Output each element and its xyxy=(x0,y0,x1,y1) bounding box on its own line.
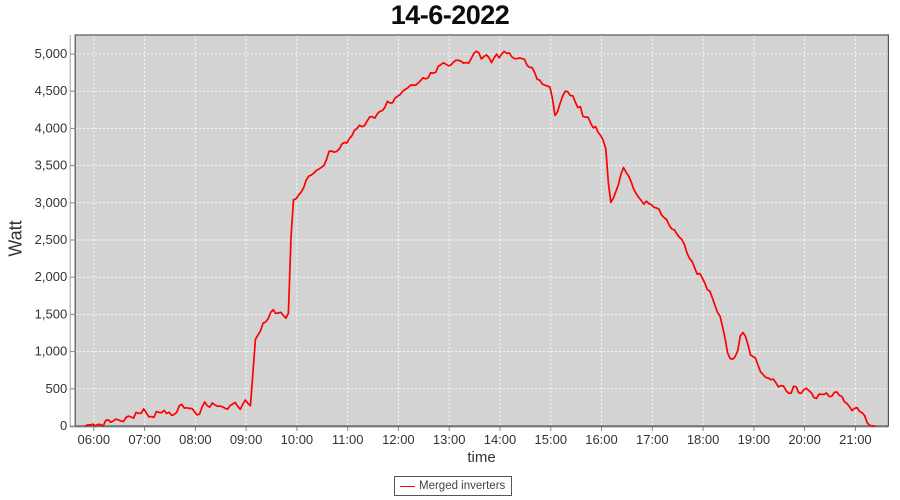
svg-text:19:00: 19:00 xyxy=(738,432,771,447)
svg-text:12:00: 12:00 xyxy=(382,432,415,447)
svg-text:11:00: 11:00 xyxy=(332,432,364,447)
svg-text:14:00: 14:00 xyxy=(484,432,517,447)
svg-text:08:00: 08:00 xyxy=(179,432,212,447)
svg-text:0: 0 xyxy=(60,418,67,433)
svg-text:21:00: 21:00 xyxy=(839,432,872,447)
svg-text:17:00: 17:00 xyxy=(636,432,669,447)
svg-text:07:00: 07:00 xyxy=(128,432,161,447)
svg-text:20:00: 20:00 xyxy=(788,432,821,447)
svg-text:4,500: 4,500 xyxy=(35,83,68,98)
svg-text:3,000: 3,000 xyxy=(35,195,68,210)
svg-text:500: 500 xyxy=(45,381,67,396)
svg-text:18:00: 18:00 xyxy=(687,432,720,447)
svg-text:2,500: 2,500 xyxy=(35,232,68,247)
svg-text:3,500: 3,500 xyxy=(35,158,68,173)
svg-text:4,000: 4,000 xyxy=(35,120,68,135)
svg-text:10:00: 10:00 xyxy=(281,432,314,447)
svg-text:09:00: 09:00 xyxy=(230,432,263,447)
svg-text:13:00: 13:00 xyxy=(433,432,466,447)
svg-text:5,000: 5,000 xyxy=(35,46,68,61)
svg-text:1,500: 1,500 xyxy=(35,306,68,321)
svg-text:16:00: 16:00 xyxy=(585,432,618,447)
svg-text:06:00: 06:00 xyxy=(78,432,111,447)
svg-text:2,000: 2,000 xyxy=(35,269,68,284)
svg-text:15:00: 15:00 xyxy=(535,432,568,447)
svg-text:1,000: 1,000 xyxy=(35,344,68,359)
